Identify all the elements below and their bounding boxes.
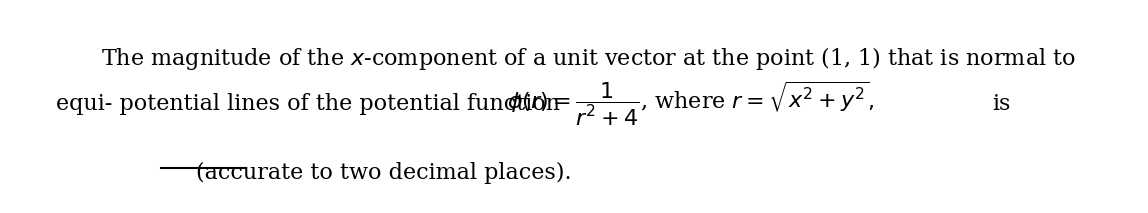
Text: equi- potential lines of the potential function: equi- potential lines of the potential f… [56,93,560,115]
Text: $\phi(r) = \dfrac{1}{r^2+4}$, where $r = \sqrt{x^2 + y^2},$: $\phi(r) = \dfrac{1}{r^2+4}$, where $r =… [507,80,875,128]
Text: The magnitude of the $x$-component of a unit vector at the point (1, 1) that is : The magnitude of the $x$-component of a … [101,45,1076,72]
Text: (accurate to two decimal places).: (accurate to two decimal places). [196,162,572,184]
Text: is: is [993,93,1011,115]
